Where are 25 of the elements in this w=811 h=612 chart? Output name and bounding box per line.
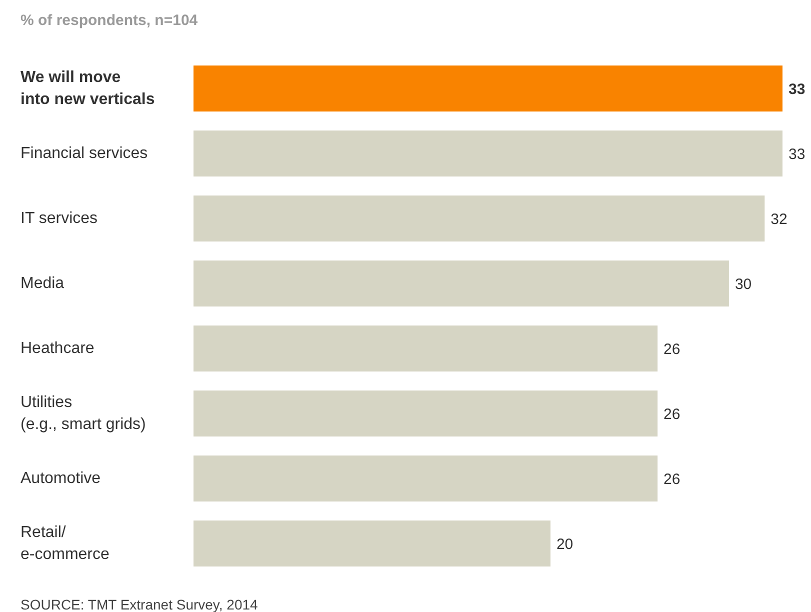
y-tick-label: Media (20, 275, 64, 292)
bar (194, 130, 782, 176)
y-tick-label: We will move into new verticals (20, 68, 155, 108)
bar (194, 520, 550, 566)
y-tick-label: Heathcare (20, 340, 94, 357)
data-label: 33 (788, 81, 806, 98)
y-tick-label: IT services (20, 210, 98, 227)
data-label: 30 (734, 276, 752, 293)
data-label: 20 (556, 536, 574, 553)
bar (194, 66, 782, 112)
bar (194, 390, 658, 436)
data-label: 26 (664, 406, 680, 423)
y-tick-label: Financial services (20, 145, 148, 162)
data-label: 32 (770, 211, 788, 228)
bar (194, 456, 658, 502)
data-label: 26 (664, 471, 680, 488)
y-tick-label: Retail/ e-commerce (20, 524, 110, 564)
bar (194, 260, 729, 306)
y-tick-label: Utilities (e.g., smart grids) (20, 394, 146, 434)
data-label: 26 (664, 341, 680, 358)
bar (194, 326, 658, 372)
y-tick-label: Automotive (20, 470, 101, 487)
bar (194, 196, 765, 242)
chart-subtitle: % of respondents, n=104 (20, 12, 198, 29)
data-label: 33 (788, 146, 806, 163)
